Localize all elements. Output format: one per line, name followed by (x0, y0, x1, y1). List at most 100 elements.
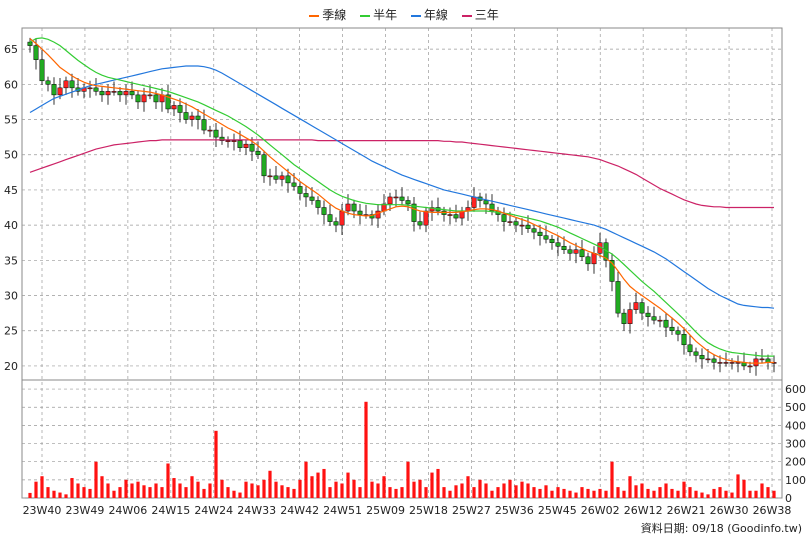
candle-down (213, 129, 219, 138)
candle-down (153, 94, 159, 103)
candle-down (525, 224, 531, 229)
candle-up (171, 105, 177, 110)
ma-quarter-line (29, 38, 774, 364)
candle-down (681, 333, 687, 346)
candle-down (117, 91, 123, 96)
candle-up (339, 210, 345, 226)
legend-swatch-half-year (360, 14, 371, 17)
candle-down (417, 221, 423, 226)
candle-down (405, 200, 411, 205)
volume-bar (400, 487, 404, 498)
volume-bar (514, 485, 518, 498)
volume-bar (298, 479, 302, 498)
volume-bar (142, 485, 146, 498)
volume-bar (574, 492, 578, 498)
candle-up (573, 249, 579, 254)
volume-bar (544, 485, 548, 498)
volume-bar (712, 488, 716, 498)
candle-up (207, 129, 213, 132)
x-tick-label: 24W33 (237, 504, 276, 517)
volume-bar (196, 481, 200, 498)
volume-bar (220, 479, 224, 498)
volume-bar (664, 483, 668, 498)
volume-panel-frame (21, 379, 783, 499)
volume-bar (658, 487, 662, 498)
volume-bar (772, 490, 776, 498)
x-tick-label: 25W36 (495, 504, 534, 517)
volume-bar (628, 476, 632, 498)
candle-down (555, 242, 561, 247)
candle-down (129, 91, 135, 96)
candle-down (93, 87, 99, 92)
price-tick-label: 50 (4, 149, 18, 162)
volume-bar (466, 476, 470, 498)
candle-up (471, 196, 477, 208)
volume-bar (748, 490, 752, 498)
legend-item-half-year: 半年 (360, 6, 397, 23)
candle-up (105, 91, 111, 96)
candle-up (267, 175, 273, 178)
candle-up (657, 319, 663, 322)
candle-down (69, 80, 75, 89)
candle-down (195, 115, 201, 120)
volume-bar (442, 487, 446, 498)
volume-bar (496, 487, 500, 498)
volume-bar (232, 490, 236, 498)
volume-bar (82, 487, 86, 498)
candle-down (51, 84, 57, 96)
volume-bar (238, 492, 242, 498)
volume-bar (358, 487, 362, 498)
candle-down (177, 105, 183, 113)
volume-bar (766, 487, 770, 498)
candle-up (729, 362, 735, 364)
candle-down (543, 235, 549, 240)
volume-bar (754, 490, 758, 498)
volume-bar (52, 490, 56, 498)
legend-swatch-year (410, 14, 421, 17)
candle-down (255, 150, 261, 155)
candle-down (609, 260, 615, 282)
candle-up (447, 214, 453, 216)
volume-bar (286, 487, 290, 498)
volume-bar (454, 485, 458, 498)
candle-down (453, 214, 459, 219)
candle-down (567, 249, 573, 254)
candle-down (351, 203, 357, 212)
volume-bar (160, 487, 164, 498)
volume-bar (340, 483, 344, 498)
volume-bar (88, 488, 92, 498)
price-tick-label: 45 (4, 184, 18, 197)
price-tick-label: 40 (4, 219, 18, 232)
candle-up (57, 87, 63, 96)
x-tick-label: 24W51 (323, 504, 362, 517)
volume-bar (346, 472, 350, 498)
volume-tick-label: 0 (785, 492, 792, 505)
volume-bar (382, 476, 386, 498)
volume-bar (418, 479, 422, 498)
volume-bar (706, 494, 710, 498)
candle-down (165, 94, 171, 110)
volume-bar (520, 481, 524, 498)
volume-bar (292, 488, 296, 498)
candle-down (273, 175, 279, 180)
volume-bar (730, 492, 734, 498)
candle-down (303, 193, 309, 198)
candle-down (219, 136, 225, 141)
ma-year-line (29, 65, 775, 309)
volume-bar (262, 479, 266, 498)
volume-bar (328, 487, 332, 498)
x-tick-label: 25W09 (366, 504, 405, 517)
volume-bar (130, 483, 134, 498)
volume-bar (46, 487, 50, 498)
candle-down (411, 203, 417, 222)
volume-bar (724, 490, 728, 498)
candle-down (135, 94, 141, 103)
volume-bar (58, 492, 62, 498)
candle-down (27, 41, 33, 46)
volume-bar (70, 478, 74, 498)
candle-down (297, 186, 303, 194)
volume-bar (604, 490, 608, 498)
candle-up (519, 224, 525, 227)
volume-bar (76, 483, 80, 498)
candle-down (537, 231, 543, 236)
